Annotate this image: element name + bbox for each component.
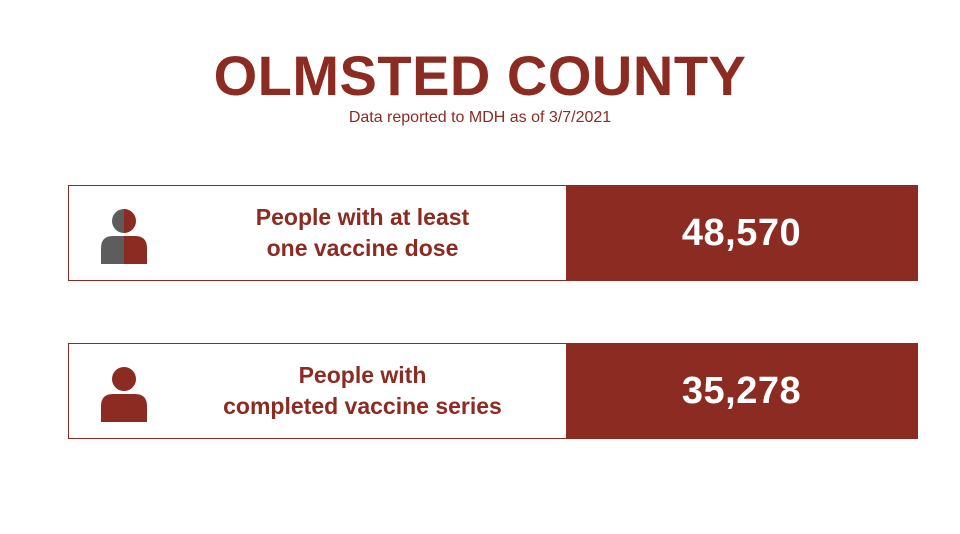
stat-card-at-least-one-dose: People with at least one vaccine dose 48… [68, 185, 918, 281]
stat-card-label-line-1: People with at least [255, 204, 470, 230]
stat-card-value: 48,570 [566, 186, 917, 280]
stat-card-label: People with completed vaccine series [159, 344, 566, 438]
page-subtitle: Data reported to MDH as of 3/7/2021 [348, 109, 612, 126]
stat-card-label-panel: People with at least one vaccine dose [69, 186, 566, 280]
stat-card-completed-series: People with completed vaccine series 35,… [68, 343, 918, 439]
stat-card-label-line-2: one vaccine dose [266, 235, 459, 261]
half-filled-person-icon [101, 209, 147, 264]
stat-card-label: People with at least one vaccine dose [159, 186, 566, 280]
stat-card-label-line-2: completed vaccine series [223, 393, 502, 419]
stat-card-label-panel: People with completed vaccine series [69, 344, 566, 438]
stat-card-label-line-1: People with [298, 362, 427, 388]
page-title: OLMSTED COUNTY [213, 44, 747, 107]
stat-card-value: 35,278 [566, 344, 917, 438]
person-icon [101, 367, 147, 422]
